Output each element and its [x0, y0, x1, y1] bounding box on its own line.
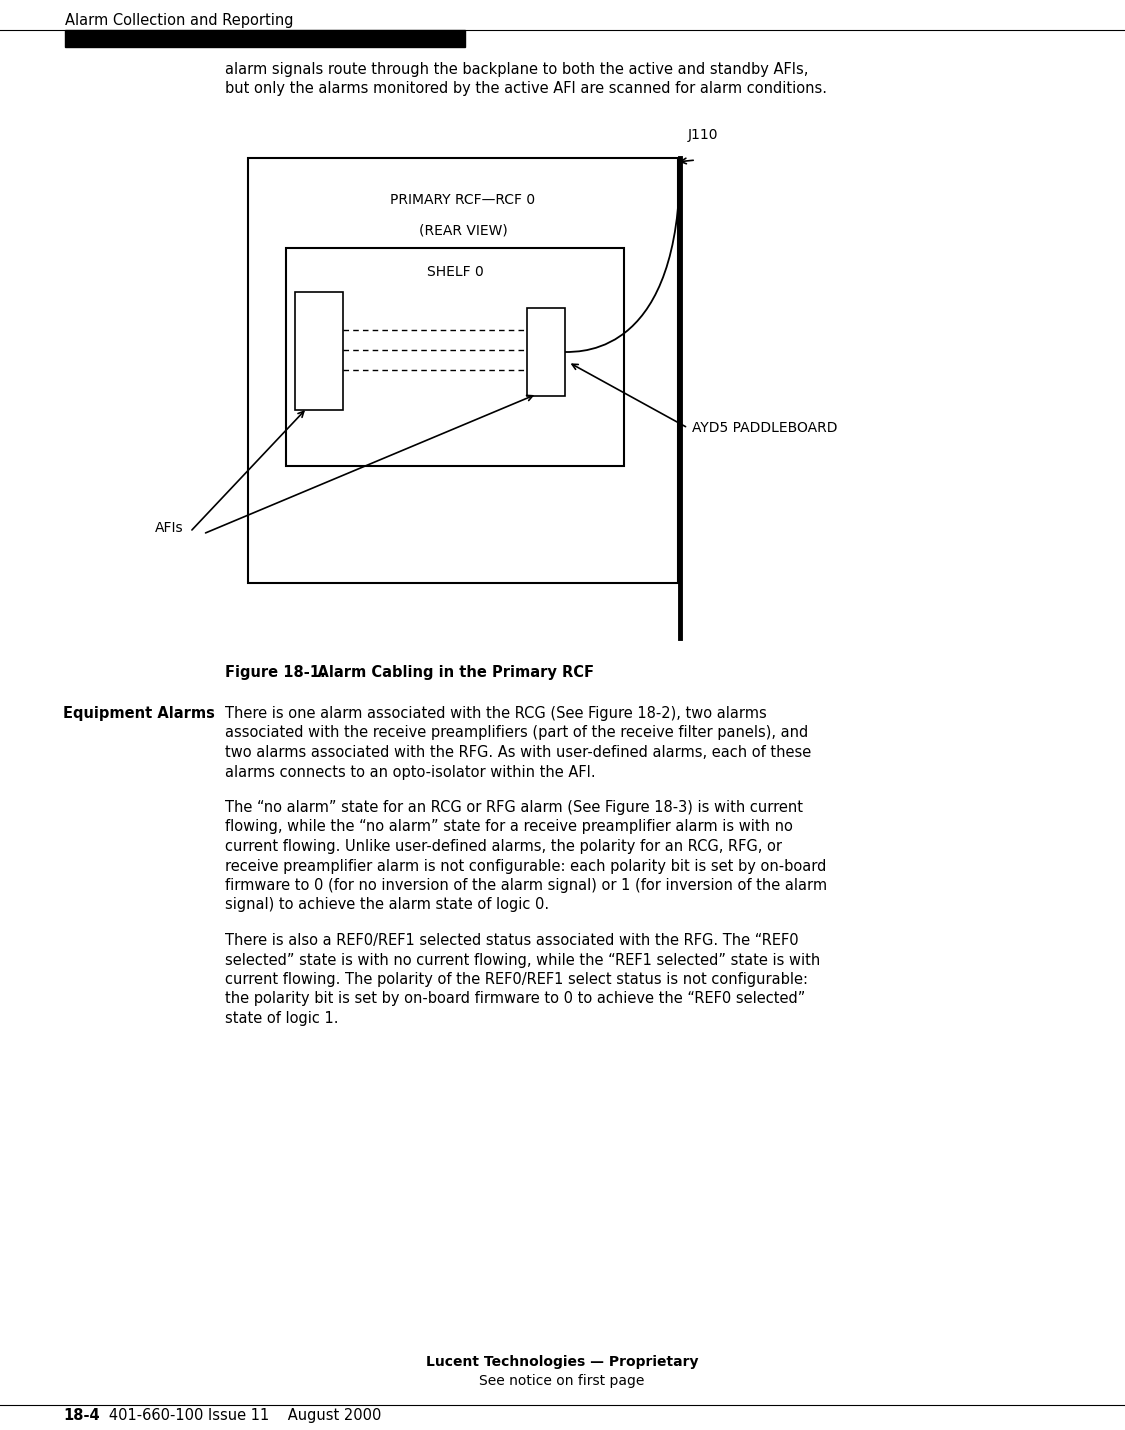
Text: There is one alarm associated with the RCG (See Figure 18-2), two alarms: There is one alarm associated with the R… — [225, 706, 767, 721]
Text: alarm signals route through the backplane to both the active and standby AFIs,: alarm signals route through the backplan… — [225, 61, 809, 77]
Text: two alarms associated with the RFG. As with user-defined alarms, each of these: two alarms associated with the RFG. As w… — [225, 745, 811, 759]
Text: Lucent Technologies — Proprietary: Lucent Technologies — Proprietary — [425, 1356, 699, 1369]
Text: AYD5 PADDLEBOARD: AYD5 PADDLEBOARD — [692, 420, 837, 435]
Text: flowing, while the “no alarm” state for a receive preamplifier alarm is with no: flowing, while the “no alarm” state for … — [225, 819, 793, 835]
Text: current flowing. Unlike user-defined alarms, the polarity for an RCG, RFG, or: current flowing. Unlike user-defined ala… — [225, 839, 782, 854]
Text: AFIs: AFIs — [155, 521, 183, 535]
Text: 401-660-100 Issue 11    August 2000: 401-660-100 Issue 11 August 2000 — [94, 1409, 381, 1423]
Text: SHELF 0: SHELF 0 — [426, 265, 484, 279]
Text: current flowing. The polarity of the REF0/REF1 select status is not configurable: current flowing. The polarity of the REF… — [225, 972, 808, 987]
Bar — [526, 307, 565, 396]
Text: the polarity bit is set by on-board firmware to 0 to achieve the “REF0 selected”: the polarity bit is set by on-board firm… — [225, 991, 806, 1007]
Text: J110: J110 — [688, 129, 719, 142]
Text: Equipment Alarms: Equipment Alarms — [63, 706, 215, 721]
Text: receive preamplifier alarm is not configurable: each polarity bit is set by on-b: receive preamplifier alarm is not config… — [225, 858, 827, 874]
Text: signal) to achieve the alarm state of logic 0.: signal) to achieve the alarm state of lo… — [225, 898, 549, 912]
Text: but only the alarms monitored by the active AFI are scanned for alarm conditions: but only the alarms monitored by the act… — [225, 82, 827, 96]
Text: Figure 18-1.: Figure 18-1. — [225, 665, 325, 681]
Text: associated with the receive preamplifiers (part of the receive filter panels), a: associated with the receive preamplifier… — [225, 725, 808, 741]
Text: firmware to 0 (for no inversion of the alarm signal) or 1 (for inversion of the : firmware to 0 (for no inversion of the a… — [225, 878, 827, 892]
Text: The “no alarm” state for an RCG or RFG alarm (See Figure 18-3) is with current: The “no alarm” state for an RCG or RFG a… — [225, 799, 803, 815]
Bar — [65, 30, 465, 47]
Text: See notice on first page: See notice on first page — [479, 1374, 645, 1389]
Bar — [295, 292, 343, 410]
Text: There is also a REF0/REF1 selected status associated with the RFG. The “REF0: There is also a REF0/REF1 selected statu… — [225, 932, 799, 948]
Text: Alarm Collection and Reporting: Alarm Collection and Reporting — [65, 13, 294, 29]
Bar — [286, 247, 624, 466]
Text: (REAR VIEW): (REAR VIEW) — [418, 223, 507, 237]
Text: selected” state is with no current flowing, while the “REF1 selected” state is w: selected” state is with no current flowi… — [225, 952, 820, 968]
Bar — [248, 157, 678, 583]
Text: 18-4: 18-4 — [63, 1409, 100, 1423]
Text: PRIMARY RCF—RCF 0: PRIMARY RCF—RCF 0 — [390, 193, 536, 207]
Text: alarms connects to an opto-isolator within the AFI.: alarms connects to an opto-isolator with… — [225, 765, 595, 779]
Text: Alarm Cabling in the Primary RCF: Alarm Cabling in the Primary RCF — [297, 665, 594, 681]
Text: state of logic 1.: state of logic 1. — [225, 1011, 339, 1025]
